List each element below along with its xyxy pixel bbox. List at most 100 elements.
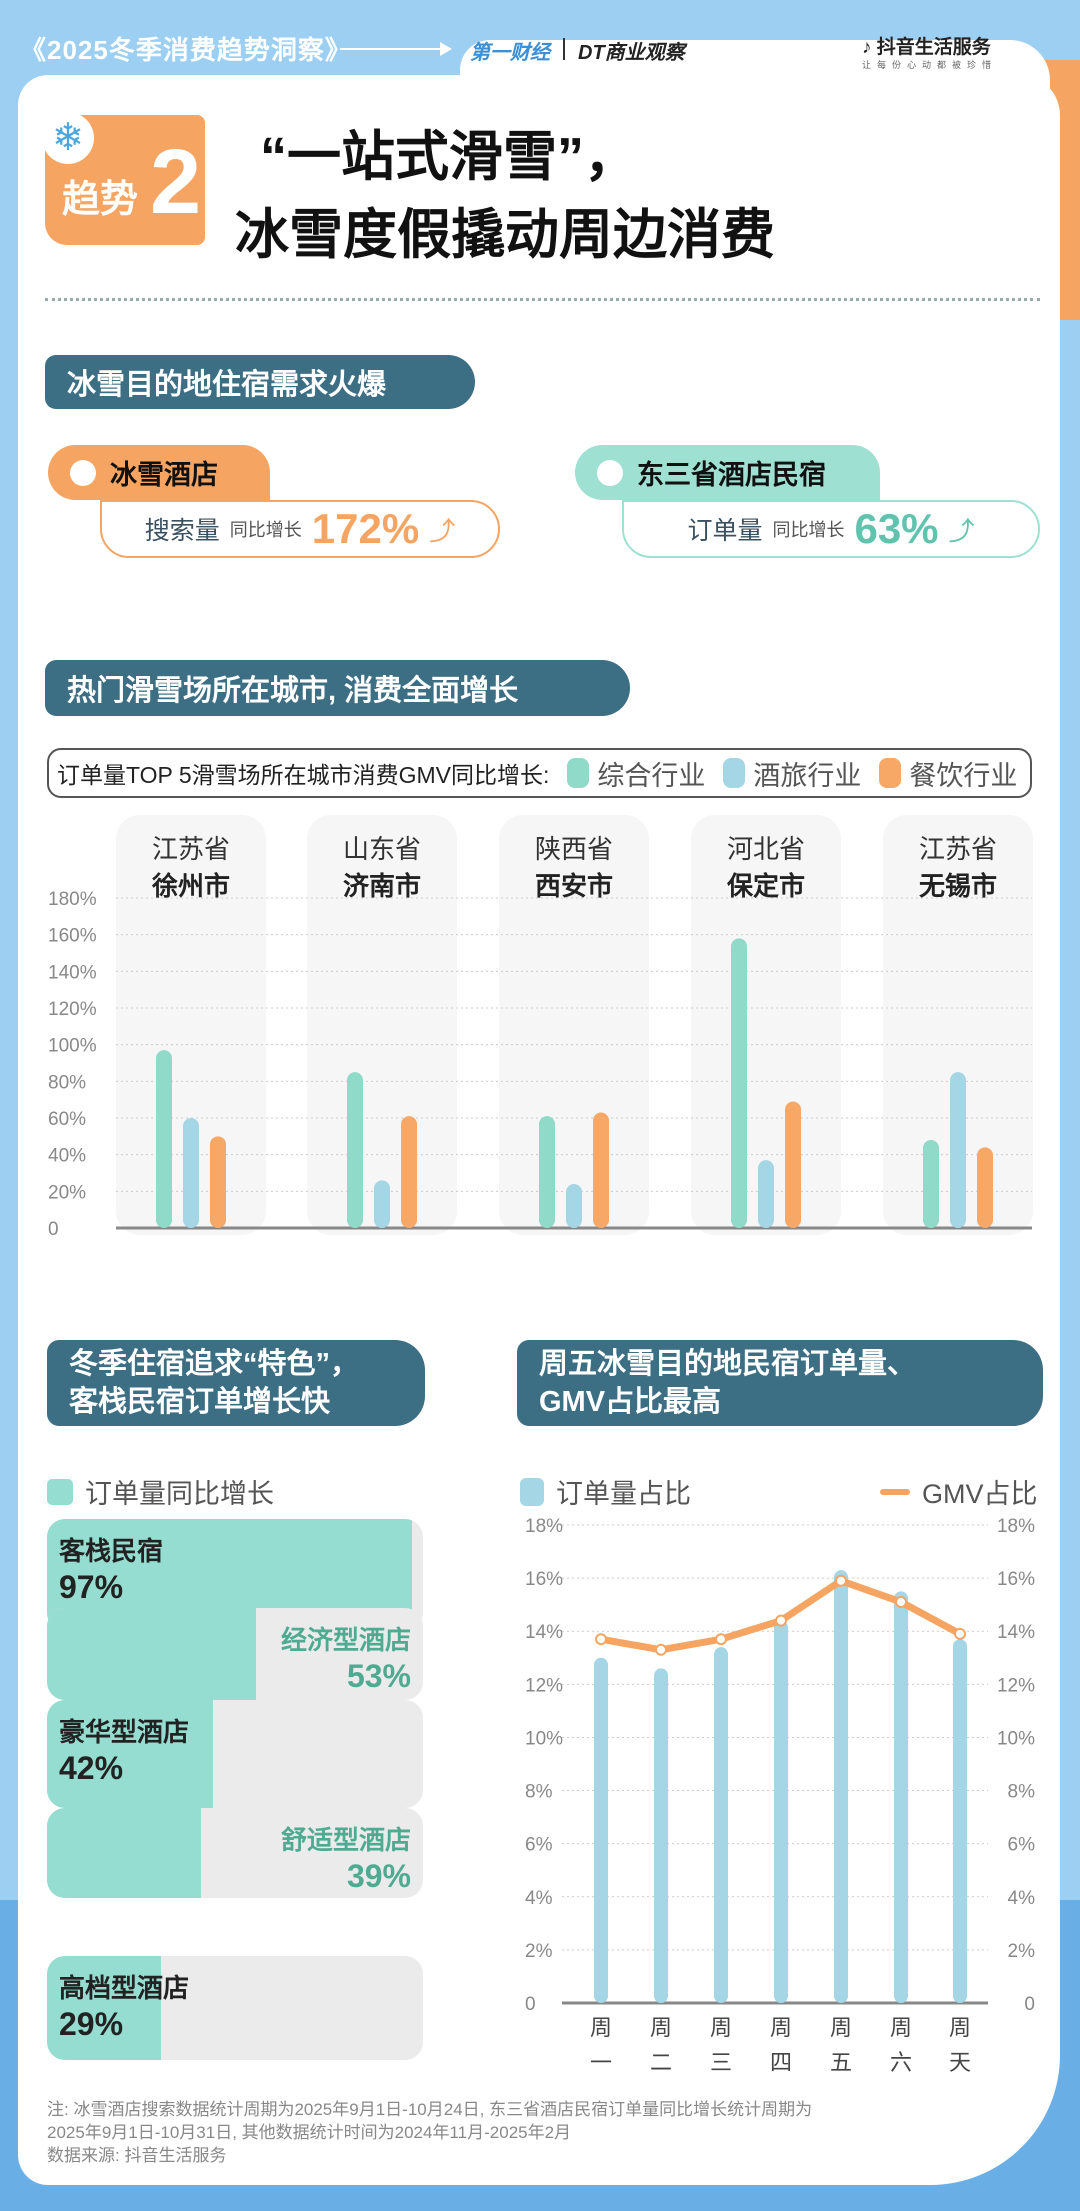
x-label: 一	[590, 2050, 612, 2075]
bar-餐饮行业	[593, 1112, 609, 1228]
footnote-line: 注: 冰雪酒店搜索数据统计周期为2025年9月1日-10月24日, 东三省酒店民…	[47, 2100, 813, 2119]
y-tick-right: 10%	[997, 1728, 1035, 1749]
arrow-icon	[340, 42, 452, 56]
y-tick-left: 6%	[525, 1835, 553, 1856]
chart2-legend-bar: 订单量占比	[520, 1472, 691, 1511]
x-label: 天	[949, 2050, 971, 2075]
x-label: 周	[650, 2015, 672, 2040]
stat-metric: 订单量	[687, 517, 763, 545]
x-label: 五	[830, 2050, 852, 2075]
city-label: 保定市	[726, 871, 805, 901]
page-title-line1: “一站式滑雪”，	[260, 127, 638, 187]
bar-综合行业	[923, 1140, 939, 1228]
logo-yicai: 第一财经	[470, 42, 550, 64]
lodging-item: 高档型酒店 29%	[47, 1956, 423, 2060]
chart1-title: 订单量TOP 5滑雪场所在城市消费GMV同比增长:	[57, 762, 550, 788]
y-tick-label: 120%	[48, 999, 97, 1020]
province-label: 河北省	[727, 834, 805, 864]
y-tick-right: 14%	[997, 1622, 1035, 1643]
y-tick-right: 4%	[1008, 1888, 1036, 1909]
city-label: 西安市	[535, 871, 613, 901]
heading-line: GMV占比最高	[539, 1386, 722, 1418]
y-tick-left: 2%	[525, 1941, 553, 1962]
progress-fill	[47, 1608, 257, 1700]
x-label: 周	[949, 2015, 971, 2040]
province-label: 陕西省	[535, 834, 613, 864]
legend-label: 订单量同比增长	[85, 1479, 274, 1509]
stat-card-ice-hotel: 搜索量 同比增长 172% ⤴	[100, 500, 500, 558]
logo-divider	[563, 38, 565, 60]
footnote-line: 2025年9月1日-10月31日, 其他数据统计时间为2024年11月-2025…	[47, 2123, 572, 2142]
lodging-value: 42%	[59, 1750, 124, 1786]
badge-number: 2	[150, 131, 202, 233]
lodging-label: 经济型酒店	[280, 1625, 411, 1655]
y-tick-label: 160%	[48, 926, 97, 947]
legend-label: 综合行业	[597, 760, 706, 791]
y-tick-label: 180%	[48, 889, 97, 910]
logo-dt: DT商业观察	[578, 42, 685, 64]
y-tick-right: 18%	[997, 1516, 1035, 1537]
bar-order-share	[953, 1639, 967, 2003]
city-label: 无锡市	[919, 871, 997, 901]
y-tick-label: 100%	[48, 1036, 97, 1057]
city-column-bg	[499, 815, 649, 1235]
y-tick-left: 0	[525, 1994, 536, 2015]
bar-order-share	[894, 1591, 908, 2003]
city-column-bg	[883, 815, 1033, 1235]
lodging-item: 豪华型酒店 42%	[47, 1700, 423, 1808]
logo-douyin-slogan: 让每份心动都被珍惜	[862, 60, 998, 70]
badge-label: 趋势	[62, 179, 139, 221]
y-tick-right: 12%	[997, 1675, 1035, 1696]
y-tick-label: 60%	[48, 1109, 86, 1130]
card-tab	[460, 40, 1050, 120]
bar-餐饮行业	[401, 1116, 417, 1228]
dot-icon	[70, 459, 96, 486]
lodging-value: 97%	[59, 1569, 124, 1605]
point-gmv-share	[715, 1633, 727, 1646]
page-title-line2: 冰雪度假撬动周边消费	[235, 205, 775, 265]
y-tick-left: 14%	[525, 1622, 563, 1643]
x-label: 三	[710, 2050, 732, 2075]
lodging-legend: 订单量同比增长	[47, 1472, 274, 1511]
bar-order-share	[714, 1647, 728, 2003]
lodging-value: 53%	[346, 1658, 411, 1694]
bar-酒旅行业	[183, 1118, 199, 1228]
bar-order-share	[594, 1657, 608, 2003]
lodging-value: 39%	[346, 1858, 411, 1894]
lodging-value: 29%	[59, 2006, 124, 2042]
bar-综合行业	[539, 1116, 555, 1228]
y-tick-label: 140%	[48, 962, 97, 983]
city-column-bg	[691, 815, 841, 1235]
point-gmv-share	[895, 1596, 907, 1609]
y-tick-left: 4%	[525, 1888, 553, 1909]
point-gmv-share	[954, 1627, 966, 1640]
heading-line: 冬季住宿追求“特色”，	[69, 1348, 360, 1380]
lodging-item: 经济型酒店 53%	[47, 1608, 423, 1700]
legend-swatch	[567, 758, 590, 788]
y-tick-right: 8%	[1008, 1782, 1036, 1803]
legend-swatch	[723, 758, 746, 788]
stat-sub: 同比增长	[772, 520, 845, 540]
point-gmv-share	[835, 1574, 847, 1587]
bar-order-share	[654, 1668, 668, 2003]
bar-综合行业	[731, 938, 747, 1228]
stat-metric: 搜索量	[144, 517, 220, 545]
card-tab-northeast: 东三省酒店民宿	[575, 445, 880, 500]
chart2-legend-line: GMV占比	[880, 1472, 1038, 1511]
progress-fill	[47, 1700, 213, 1808]
province-label: 江苏省	[919, 834, 997, 864]
chart1-legend: 订单量TOP 5滑雪场所在城市消费GMV同比增长: 综合行业 酒旅行业 餐饮行业	[47, 748, 1032, 798]
progress-fill	[47, 1956, 162, 2060]
y-tick-label: 80%	[48, 1072, 86, 1093]
x-label: 周	[770, 2015, 792, 2040]
weekday-share-chart: 0 0 2% 2% 4% 4% 6% 6% 8% 8% 10% 10% 12% 12% 14% 14% 16% 1…	[525, 1516, 1036, 2075]
y-tick-right: 16%	[997, 1569, 1035, 1590]
bar-酒旅行业	[374, 1180, 390, 1228]
report-title: 《2025冬季消费趋势洞察》	[20, 35, 352, 65]
card-tab-label: 东三省酒店民宿	[637, 460, 826, 490]
city-column-bg	[307, 815, 457, 1235]
section-heading-weekday: 周五冰雪目的地民宿订单量、 GMV占比最高	[517, 1340, 1043, 1426]
heading-line: 客栈民宿订单增长快	[69, 1386, 331, 1418]
section-heading-lodging-type: 冬季住宿追求“特色”， 客栈民宿订单增长快	[47, 1340, 425, 1426]
bar-餐饮行业	[785, 1101, 801, 1228]
